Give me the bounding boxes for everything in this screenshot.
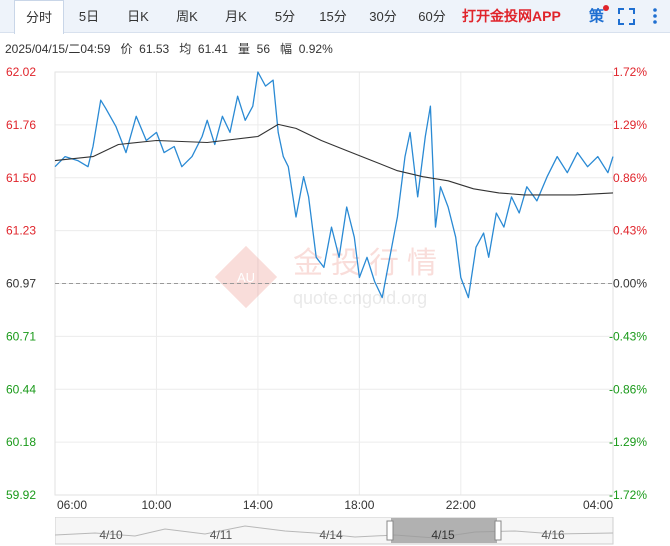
navigator-right-handle[interactable] — [494, 520, 502, 541]
price-series-line — [54, 71, 614, 299]
strategy-button[interactable]: 策 — [589, 8, 605, 25]
navigator-date-0415: 4/15 — [431, 528, 455, 542]
navigator-left-handle[interactable] — [386, 520, 394, 541]
quote-info-line: 2025/04/15/二04:59 价 61.53 均 61.41 量 56 幅… — [5, 40, 333, 57]
tab-intraday[interactable]: 分时 — [14, 0, 64, 34]
navigator-date-0410: 4/10 — [99, 528, 123, 542]
y-tick-label: 59.92 — [6, 488, 36, 502]
period-tabbar: 分时 5日 日K 周K 月K 5分 15分 30分 60分 打开金投网APP 策 — [0, 0, 670, 34]
watermark-url: quote.cngold.org — [293, 288, 427, 308]
y-tick-label: 60.18 — [6, 435, 36, 449]
volume-label: 量 — [237, 42, 250, 56]
navigator-selection[interactable] — [391, 518, 497, 543]
average-series-line — [54, 123, 614, 196]
chart-grid — [54, 71, 614, 496]
date-navigator[interactable]: 4/10 4/11 4/14 4/15 4/16 — [55, 517, 615, 545]
x-tick-label: 22:00 — [446, 498, 476, 510]
tab-15min[interactable]: 15分 — [319, 9, 347, 24]
percent-tick-label: -1.29% — [609, 435, 647, 449]
y-tick-label: 62.02 — [6, 65, 36, 79]
quote-datetime: 2025/04/15/二04:59 — [5, 42, 111, 56]
open-app-link[interactable]: 打开金投网APP — [462, 8, 561, 24]
y-tick-label: 61.50 — [6, 171, 36, 185]
x-tick-label: 06:00 — [57, 498, 87, 510]
x-tick-label: 14:00 — [243, 498, 273, 510]
percent-tick-label: 0.43% — [613, 224, 647, 238]
percent-tick-label: 1.72% — [613, 65, 647, 79]
x-axis-labels: 06:00 10:00 14:00 18:00 22:00 04:00 — [57, 498, 613, 510]
percent-tick-label: -0.86% — [609, 382, 647, 396]
navigator-date-0414: 4/14 — [319, 528, 343, 542]
tab-60min[interactable]: 60分 — [418, 9, 446, 24]
percent-tick-label: -0.43% — [609, 329, 647, 343]
more-vertical-icon[interactable] — [648, 7, 662, 25]
avg-value: 61.41 — [197, 42, 228, 56]
x-tick-label: 18:00 — [344, 498, 374, 510]
tab-weekly-k[interactable]: 周K — [176, 9, 198, 24]
y-tick-label: 60.71 — [6, 329, 36, 343]
y-tick-label: 61.23 — [6, 224, 36, 238]
price-value: 61.53 — [139, 42, 170, 56]
series-layer — [54, 71, 614, 299]
change-label: 幅 — [280, 42, 293, 56]
tab-5min[interactable]: 5分 — [274, 9, 296, 24]
y-axis-labels: 62.02 61.76 61.50 61.23 60.97 60.71 60.44 60.18… — [6, 65, 36, 502]
percent-tick-label: 0.86% — [613, 171, 647, 185]
percent-tick-label: 1.29% — [613, 118, 647, 132]
tab-monthly-k[interactable]: 月K — [225, 9, 247, 24]
tab-daily-k[interactable]: 日K — [127, 9, 149, 24]
avg-label: 均 — [179, 42, 192, 56]
tab-30min[interactable]: 30分 — [369, 9, 397, 24]
y-tick-label: 61.76 — [6, 118, 36, 132]
volume-value: 56 — [256, 42, 271, 56]
intraday-chart[interactable]: AU 金投行情 quote.cngold.org 62.02 61.76 61.50… — [0, 60, 670, 510]
percent-axis-labels: 1.72% 1.29% 0.86% 0.43% 0.00% -0.43% -0.86% -1.… — [609, 65, 647, 502]
x-tick-label: 10:00 — [141, 498, 171, 510]
navigator-date-0411: 4/11 — [210, 528, 233, 542]
notification-dot — [603, 5, 609, 11]
change-value: 0.92% — [298, 42, 333, 56]
percent-tick-label: 0.00% — [613, 277, 647, 291]
watermark-badge: AU — [237, 270, 255, 285]
tab-5day[interactable]: 5日 — [78, 9, 100, 24]
fullscreen-icon[interactable] — [618, 8, 635, 25]
y-tick-label: 60.97 — [6, 277, 36, 291]
price-label: 价 — [120, 42, 133, 56]
y-tick-label: 60.44 — [6, 382, 36, 396]
percent-tick-label: -1.72% — [609, 488, 647, 502]
navigator-date-0416: 4/16 — [541, 528, 565, 542]
x-tick-label: 04:00 — [583, 498, 613, 510]
watermark: AU 金投行情 quote.cngold.org — [214, 245, 437, 309]
